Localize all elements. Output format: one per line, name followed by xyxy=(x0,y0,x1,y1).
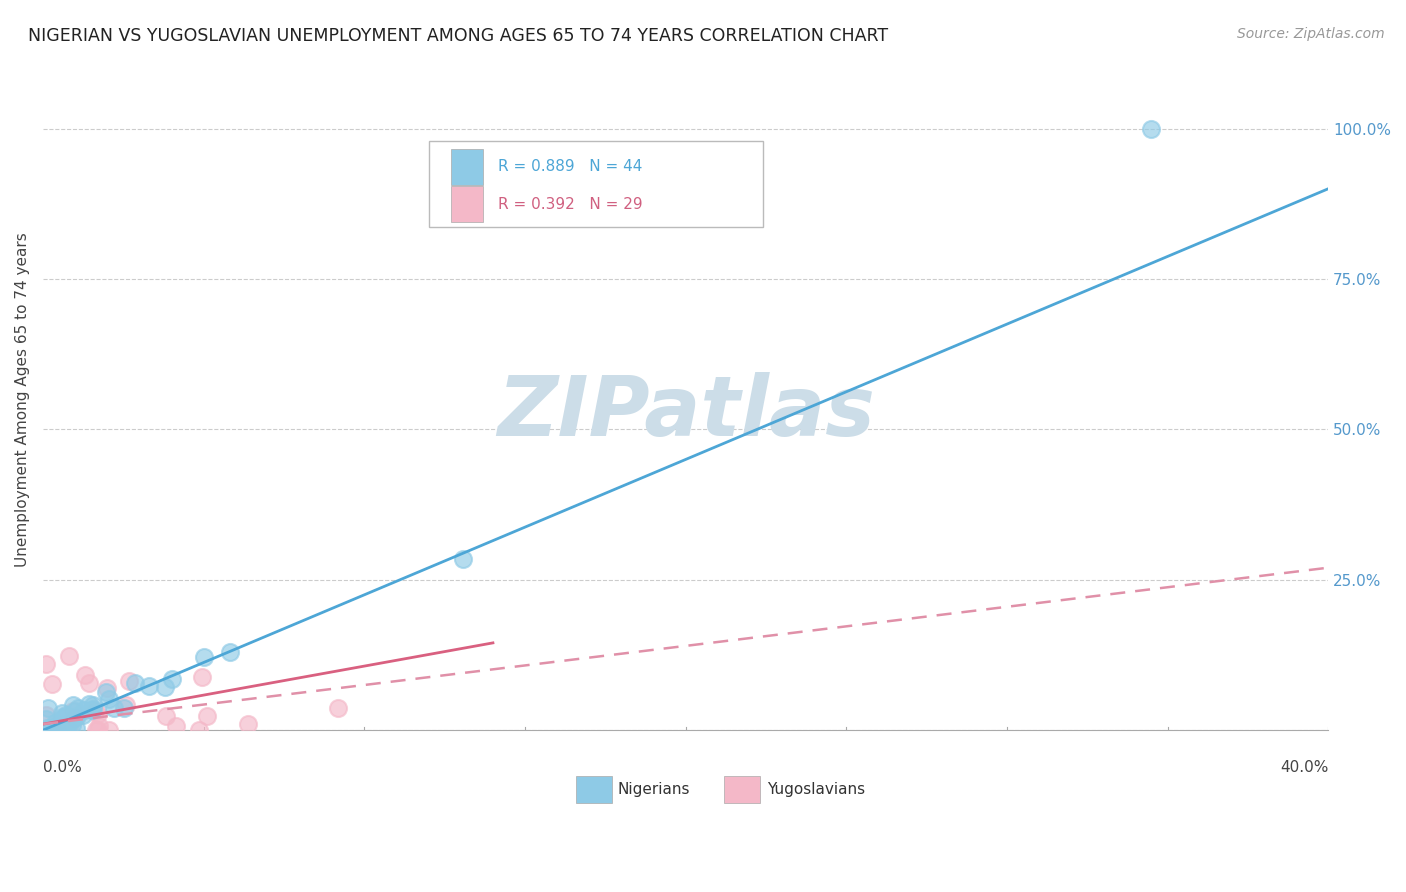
Point xyxy=(39,723,62,737)
Point xyxy=(63,704,86,718)
Point xyxy=(94,685,117,699)
Text: 40.0%: 40.0% xyxy=(1279,760,1329,775)
Point xyxy=(48,718,70,732)
Point xyxy=(41,676,63,690)
Point xyxy=(35,723,58,737)
Point xyxy=(236,716,259,731)
Text: R = 0.392   N = 29: R = 0.392 N = 29 xyxy=(498,196,643,211)
Point xyxy=(37,701,59,715)
Point xyxy=(451,551,474,566)
Point xyxy=(103,701,125,715)
Point xyxy=(45,723,67,737)
Point xyxy=(62,704,84,718)
Point xyxy=(72,707,94,722)
FancyBboxPatch shape xyxy=(429,141,763,227)
Point xyxy=(62,698,84,712)
Point xyxy=(82,701,104,715)
Point xyxy=(118,673,141,688)
Point xyxy=(160,672,183,686)
Point xyxy=(84,723,107,737)
Point xyxy=(114,701,136,715)
Point xyxy=(55,707,77,722)
Point xyxy=(60,718,83,732)
Point xyxy=(65,721,87,735)
Point xyxy=(35,721,58,735)
Point xyxy=(165,719,187,733)
Point xyxy=(35,657,58,672)
Point xyxy=(58,723,80,737)
FancyBboxPatch shape xyxy=(724,776,761,803)
Point xyxy=(195,708,218,723)
Point xyxy=(39,722,62,736)
Point xyxy=(45,718,67,732)
Point xyxy=(153,680,176,694)
Point xyxy=(52,710,75,724)
Point xyxy=(138,679,160,693)
Text: ZIPatlas: ZIPatlas xyxy=(496,372,875,453)
Text: 0.0%: 0.0% xyxy=(44,760,82,775)
Point xyxy=(87,706,110,721)
Y-axis label: Unemployment Among Ages 65 to 74 years: Unemployment Among Ages 65 to 74 years xyxy=(15,232,30,566)
Text: Yugoslavians: Yugoslavians xyxy=(766,782,865,797)
Point xyxy=(52,711,75,725)
Point xyxy=(55,717,77,731)
Point xyxy=(38,722,60,736)
Point xyxy=(45,723,67,737)
Point xyxy=(46,723,69,737)
Point xyxy=(77,697,100,711)
Point xyxy=(35,707,58,722)
Point xyxy=(82,698,104,712)
Point xyxy=(35,723,58,737)
Point xyxy=(35,712,58,726)
Point xyxy=(191,670,214,684)
FancyBboxPatch shape xyxy=(450,186,482,222)
Text: Nigerians: Nigerians xyxy=(617,782,690,797)
Point xyxy=(60,713,83,727)
Point xyxy=(124,676,146,690)
Point xyxy=(89,719,111,733)
Point xyxy=(39,723,62,737)
Point xyxy=(193,650,215,665)
Point xyxy=(63,711,86,725)
Point xyxy=(187,723,209,737)
Point xyxy=(83,704,105,718)
Point xyxy=(67,701,90,715)
Point xyxy=(51,706,73,720)
Text: NIGERIAN VS YUGOSLAVIAN UNEMPLOYMENT AMONG AGES 65 TO 74 YEARS CORRELATION CHART: NIGERIAN VS YUGOSLAVIAN UNEMPLOYMENT AMO… xyxy=(28,27,889,45)
Point xyxy=(58,648,80,663)
Point xyxy=(77,675,100,690)
Point xyxy=(155,709,177,723)
Point xyxy=(73,703,96,717)
Point xyxy=(328,701,350,715)
Point xyxy=(115,698,138,713)
Point xyxy=(97,723,120,737)
Point xyxy=(98,692,121,706)
Point xyxy=(96,681,118,695)
Point xyxy=(42,723,65,737)
Point xyxy=(87,723,110,737)
Text: Source: ZipAtlas.com: Source: ZipAtlas.com xyxy=(1237,27,1385,41)
FancyBboxPatch shape xyxy=(450,149,482,185)
Point xyxy=(55,721,77,735)
Point xyxy=(75,667,97,681)
Point xyxy=(39,723,62,737)
Point xyxy=(80,703,103,717)
Point xyxy=(1140,121,1163,136)
FancyBboxPatch shape xyxy=(576,776,613,803)
Point xyxy=(218,645,240,659)
Point xyxy=(44,716,66,731)
Text: R = 0.889   N = 44: R = 0.889 N = 44 xyxy=(498,160,643,174)
Point xyxy=(66,708,89,723)
